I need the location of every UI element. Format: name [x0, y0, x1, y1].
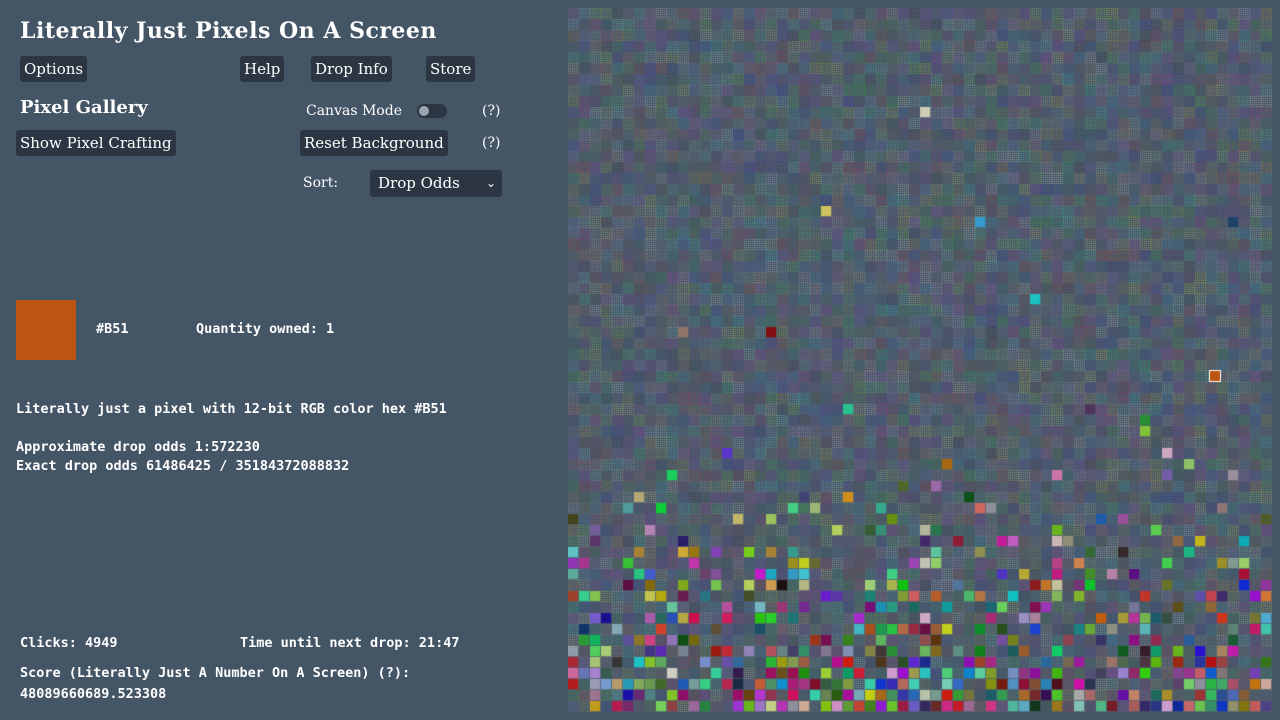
sort-select[interactable]: Drop Odds ⌄: [370, 170, 502, 197]
score-value: 48089660689.523308: [20, 686, 167, 702]
clicks-counter: Clicks: 4949: [20, 635, 118, 651]
sort-label: Sort:: [303, 175, 339, 191]
canvas-mode-label: Canvas Mode: [306, 103, 402, 119]
selected-pixel-swatch: [16, 300, 76, 360]
score-label[interactable]: Score (Literally Just A Number On A Scre…: [20, 665, 411, 681]
canvas-mode-toggle[interactable]: [417, 104, 447, 118]
toggle-knob: [419, 106, 429, 116]
pixel-description: Literally just a pixel with 12-bit RGB c…: [16, 401, 447, 417]
approx-drop-odds: Approximate drop odds 1:572230: [16, 439, 260, 455]
store-button[interactable]: Store: [426, 56, 476, 82]
selected-pixel-hex: #B51: [96, 321, 129, 337]
reset-background-help[interactable]: (?): [482, 135, 501, 151]
next-drop-timer: Time until next drop: 21:47: [240, 635, 460, 651]
chevron-down-icon: ⌄: [485, 176, 496, 190]
reset-background-button[interactable]: Reset Background: [300, 130, 448, 156]
gallery-title: Pixel Gallery: [20, 97, 148, 118]
drop-info-button[interactable]: Drop Info: [311, 56, 392, 82]
pixel-gallery-canvas[interactable]: [568, 8, 1272, 712]
sort-select-value: Drop Odds: [378, 174, 460, 192]
exact-drop-odds: Exact drop odds 61486425 / 3518437208883…: [16, 458, 350, 474]
app-title: Literally Just Pixels On A Screen: [20, 18, 437, 44]
quantity-owned: Quantity owned: 1: [196, 321, 335, 337]
help-button[interactable]: Help: [240, 56, 285, 82]
options-button[interactable]: Options: [20, 56, 88, 82]
canvas-mode-help[interactable]: (?): [482, 103, 501, 119]
show-pixel-crafting-button[interactable]: Show Pixel Crafting: [16, 130, 176, 156]
